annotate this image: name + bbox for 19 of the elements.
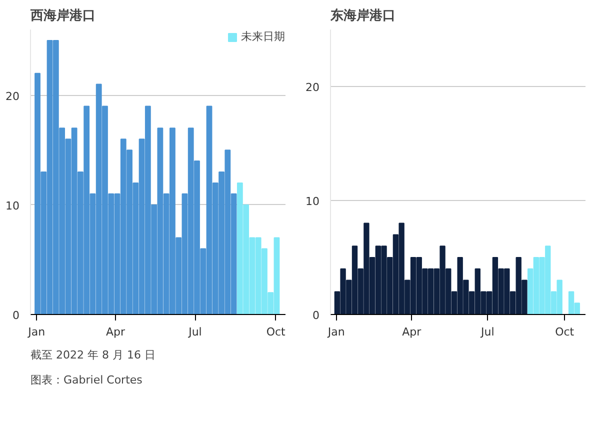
- x-tick-label: Apr: [402, 326, 422, 338]
- text: 图表：Gabriel Cortes: [30, 374, 143, 386]
- y-tick-label: 0: [12, 309, 20, 322]
- y-tick-label: 20: [306, 81, 320, 94]
- y-tick-label: 0: [312, 309, 320, 322]
- chart-title: 东海岸港口: [330, 8, 396, 24]
- y-tick-label: 20: [6, 90, 20, 103]
- legend-label: 未来日期: [241, 29, 285, 44]
- x-tick-label: Jan: [27, 326, 46, 338]
- chart-title: 西海岸港口: [30, 8, 96, 24]
- y-tick-label: 10: [6, 199, 20, 212]
- text: 截至 2022 年 8 月 16 日: [30, 348, 156, 362]
- x-tick-label: Jul: [480, 326, 494, 338]
- y-tick-label: 10: [306, 195, 320, 208]
- x-tick-label: Apr: [106, 326, 126, 338]
- x-tick-label: Jan: [326, 326, 345, 338]
- x-tick-label: Oct: [266, 326, 286, 338]
- x-tick-label: Jul: [188, 326, 202, 338]
- x-tick-label: Oct: [555, 326, 575, 338]
